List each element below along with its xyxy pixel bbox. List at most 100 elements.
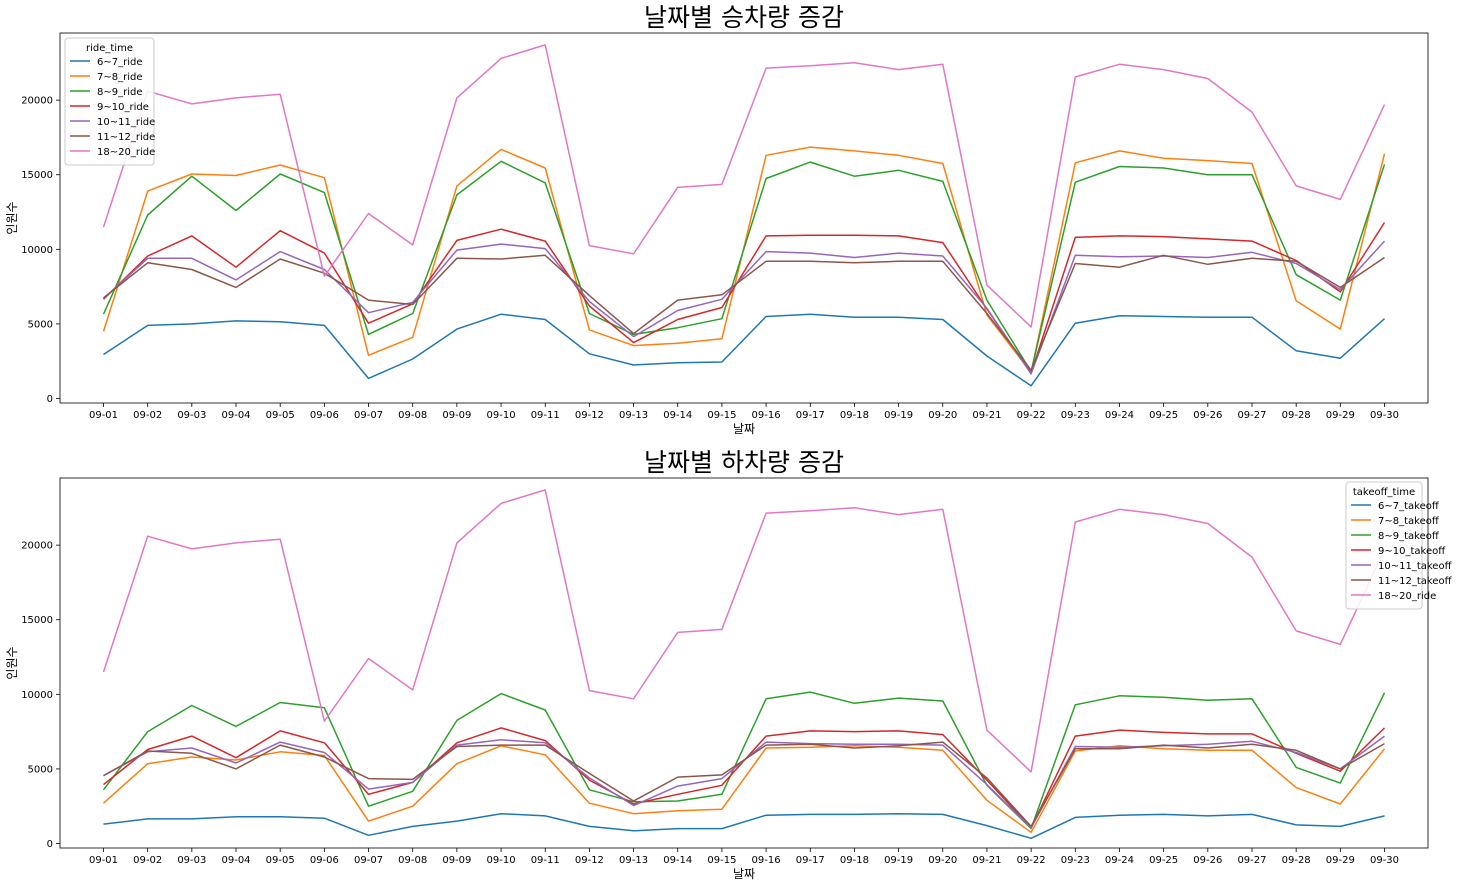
x-tick-label: 09-20 xyxy=(928,410,957,421)
x-tick-label: 09-29 xyxy=(1326,855,1355,866)
x-tick-label: 09-11 xyxy=(531,855,560,866)
x-tick-label: 09-03 xyxy=(177,410,206,421)
legend-item-label: 10~11_ride xyxy=(97,117,155,128)
x-tick-label: 09-21 xyxy=(972,410,1001,421)
chart-panel-2: 날짜별 하차량 증감 09-01 09-02 09-03 09-04 09-05 09-06… xyxy=(5,448,1453,881)
x-tick-label: 09-27 xyxy=(1237,855,1266,866)
y-tick-label: 10000 xyxy=(21,245,53,256)
y-tick-label: 15000 xyxy=(21,170,53,181)
x-tick-label: 09-11 xyxy=(531,410,560,421)
x-tick-label: 09-23 xyxy=(1061,855,1090,866)
plot-area-frame xyxy=(59,32,1429,404)
x-tick-label: 09-01 xyxy=(89,410,118,421)
y-tick-label: 20000 xyxy=(21,541,53,552)
x-tick-label: 09-05 xyxy=(266,410,295,421)
x-tick-label: 09-04 xyxy=(221,855,250,866)
x-tick-label: 09-03 xyxy=(177,855,206,866)
x-tick-label: 09-12 xyxy=(575,855,604,866)
x-tick-label: 09-24 xyxy=(1105,855,1134,866)
x-tick-label: 09-25 xyxy=(1149,410,1178,421)
y-tick-label: 5000 xyxy=(28,319,53,330)
series-line-18~20_ride xyxy=(102,44,1386,328)
x-tick-label: 09-14 xyxy=(663,410,692,421)
x-tick-label: 09-13 xyxy=(619,410,648,421)
x-tick-label: 09-23 xyxy=(1061,410,1090,421)
legend-item-label: 9~10_takeoff xyxy=(1378,546,1446,557)
x-axis-label: 날짜 xyxy=(733,422,755,436)
legend-box xyxy=(64,37,155,166)
x-tick-label: 09-24 xyxy=(1105,410,1134,421)
x-tick-label: 09-30 xyxy=(1370,855,1399,866)
x-tick-label: 09-06 xyxy=(310,410,339,421)
x-tick-label: 09-08 xyxy=(398,410,427,421)
legend-title: ride_time xyxy=(86,43,133,54)
plot-area-frame xyxy=(59,477,1429,849)
x-tick-label: 09-12 xyxy=(575,410,604,421)
chart-title: 날짜별 하차량 증감 xyxy=(644,448,844,477)
x-tick-label: 09-16 xyxy=(752,410,781,421)
x-tick-label: 09-26 xyxy=(1193,855,1222,866)
x-tick-label: 09-10 xyxy=(487,410,516,421)
x-tick-label: 09-08 xyxy=(398,855,427,866)
x-tick-label: 09-28 xyxy=(1282,410,1311,421)
x-tick-label: 09-16 xyxy=(752,855,781,866)
x-tick-label: 09-17 xyxy=(796,410,825,421)
legend-item-label: 11~12_takeoff xyxy=(1378,576,1453,587)
x-tick-label: 09-22 xyxy=(1017,855,1046,866)
series-line-8~9_takeoff xyxy=(102,691,1386,830)
series-line-11~12_takeoff xyxy=(103,741,1385,828)
legend-item-label: 18~20_ride xyxy=(1378,591,1436,602)
legend-item-label: 7~8_takeoff xyxy=(1378,516,1440,527)
x-tick-label: 09-26 xyxy=(1193,410,1222,421)
x-tick-label: 09-18 xyxy=(840,855,869,866)
x-tick-label: 09-21 xyxy=(972,855,1001,866)
chart-panel-1: 날짜별 승차량 증감 09-01 09-02 09-03 09-04 09-05 09-06… xyxy=(5,3,1429,436)
y-tick-label: 5000 xyxy=(28,764,53,775)
x-tick-label: 09-10 xyxy=(487,855,516,866)
x-tick-label: 09-19 xyxy=(884,410,913,421)
x-tick-label: 09-20 xyxy=(928,855,957,866)
x-tick-label: 09-09 xyxy=(442,410,471,421)
legend-item-label: 8~9_ride xyxy=(97,87,143,98)
x-tick-label: 09-09 xyxy=(442,855,471,866)
x-tick-label: 09-14 xyxy=(663,855,692,866)
chart-title: 날짜별 승차량 증감 xyxy=(644,3,844,32)
x-tick-label: 09-06 xyxy=(310,855,339,866)
legend-item-label: 6~7_takeoff xyxy=(1378,501,1440,512)
x-tick-label: 09-05 xyxy=(266,855,295,866)
x-tick-label: 09-17 xyxy=(796,855,825,866)
y-axis-label: 인원수 xyxy=(5,646,19,679)
legend-box xyxy=(1345,481,1423,610)
series-line-9~10_ride xyxy=(102,222,1386,374)
x-tick-label: 09-02 xyxy=(133,410,162,421)
y-axis-label: 인원수 xyxy=(5,201,19,234)
series-line-6~7_ride xyxy=(103,313,1385,387)
x-tick-label: 09-13 xyxy=(619,855,648,866)
legend-item-label: 7~8_ride xyxy=(97,72,143,83)
x-tick-label: 09-19 xyxy=(884,855,913,866)
legend: ride_time 6~7_ride 7~8_ride 8~9_ride 9~10_ri… xyxy=(64,37,155,166)
series-line-11~12_ride xyxy=(103,254,1385,371)
x-tick-label: 09-18 xyxy=(840,410,869,421)
x-axis-label: 날짜 xyxy=(733,867,755,881)
series-line-6~7_takeoff xyxy=(103,812,1385,840)
legend-item-label: 18~20_ride xyxy=(97,147,155,158)
x-tick-label: 09-07 xyxy=(354,855,383,866)
series-line-7~8_takeoff xyxy=(103,745,1386,834)
x-tick-label: 09-04 xyxy=(221,410,250,421)
y-tick-label: 20000 xyxy=(21,96,53,107)
y-tick-label: 0 xyxy=(47,839,53,850)
x-tick-label: 09-25 xyxy=(1149,855,1178,866)
x-tick-label: 09-29 xyxy=(1326,410,1355,421)
x-tick-label: 09-15 xyxy=(707,855,736,866)
x-tick-label: 09-27 xyxy=(1237,410,1266,421)
legend: takeoff_time 6~7_takeoff 7~8_takeoff 8~9_ta… xyxy=(1345,481,1453,610)
y-tick-label: 10000 xyxy=(21,690,53,701)
x-tick-label: 09-01 xyxy=(89,855,118,866)
legend-item-label: 11~12_ride xyxy=(97,132,155,143)
y-tick-label: 0 xyxy=(47,394,53,405)
legend-title: takeoff_time xyxy=(1353,487,1415,498)
legend-item-label: 8~9_takeoff xyxy=(1378,531,1440,542)
x-tick-label: 09-28 xyxy=(1282,855,1311,866)
